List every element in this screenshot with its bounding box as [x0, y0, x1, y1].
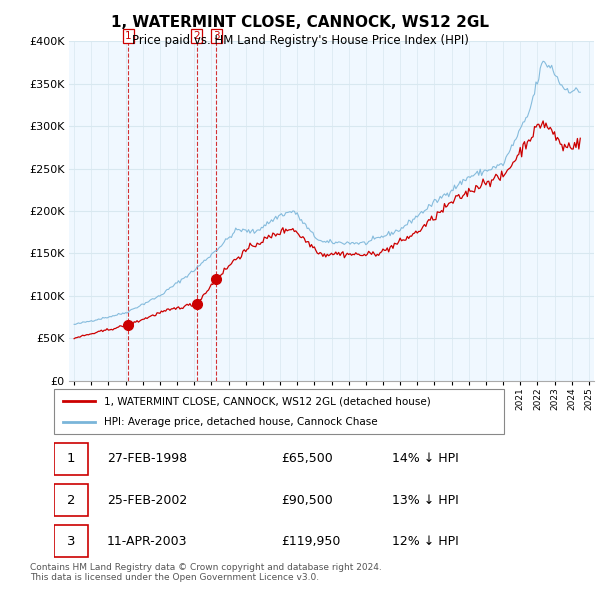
Text: 25-FEB-2002: 25-FEB-2002: [107, 493, 187, 507]
Text: 3: 3: [67, 535, 76, 548]
Text: 13% ↓ HPI: 13% ↓ HPI: [392, 493, 458, 507]
Text: £119,950: £119,950: [281, 535, 340, 548]
Text: 2: 2: [67, 493, 76, 507]
Text: £65,500: £65,500: [281, 452, 333, 466]
Text: HPI: Average price, detached house, Cannock Chase: HPI: Average price, detached house, Cann…: [104, 417, 377, 427]
FancyBboxPatch shape: [54, 484, 88, 516]
Text: 1, WATERMINT CLOSE, CANNOCK, WS12 2GL (detached house): 1, WATERMINT CLOSE, CANNOCK, WS12 2GL (d…: [104, 396, 430, 407]
Text: 11-APR-2003: 11-APR-2003: [107, 535, 187, 548]
Text: 2: 2: [194, 31, 200, 41]
Text: £90,500: £90,500: [281, 493, 333, 507]
Text: 14% ↓ HPI: 14% ↓ HPI: [392, 452, 458, 466]
FancyBboxPatch shape: [54, 442, 88, 475]
Text: 1: 1: [125, 31, 131, 41]
FancyBboxPatch shape: [54, 389, 504, 434]
Text: 12% ↓ HPI: 12% ↓ HPI: [392, 535, 458, 548]
Text: Contains HM Land Registry data © Crown copyright and database right 2024.
This d: Contains HM Land Registry data © Crown c…: [30, 563, 382, 582]
FancyBboxPatch shape: [54, 525, 88, 558]
Text: 3: 3: [213, 31, 220, 41]
Text: 27-FEB-1998: 27-FEB-1998: [107, 452, 187, 466]
Text: 1: 1: [67, 452, 76, 466]
Text: Price paid vs. HM Land Registry's House Price Index (HPI): Price paid vs. HM Land Registry's House …: [131, 34, 469, 47]
Text: 1, WATERMINT CLOSE, CANNOCK, WS12 2GL: 1, WATERMINT CLOSE, CANNOCK, WS12 2GL: [111, 15, 489, 30]
